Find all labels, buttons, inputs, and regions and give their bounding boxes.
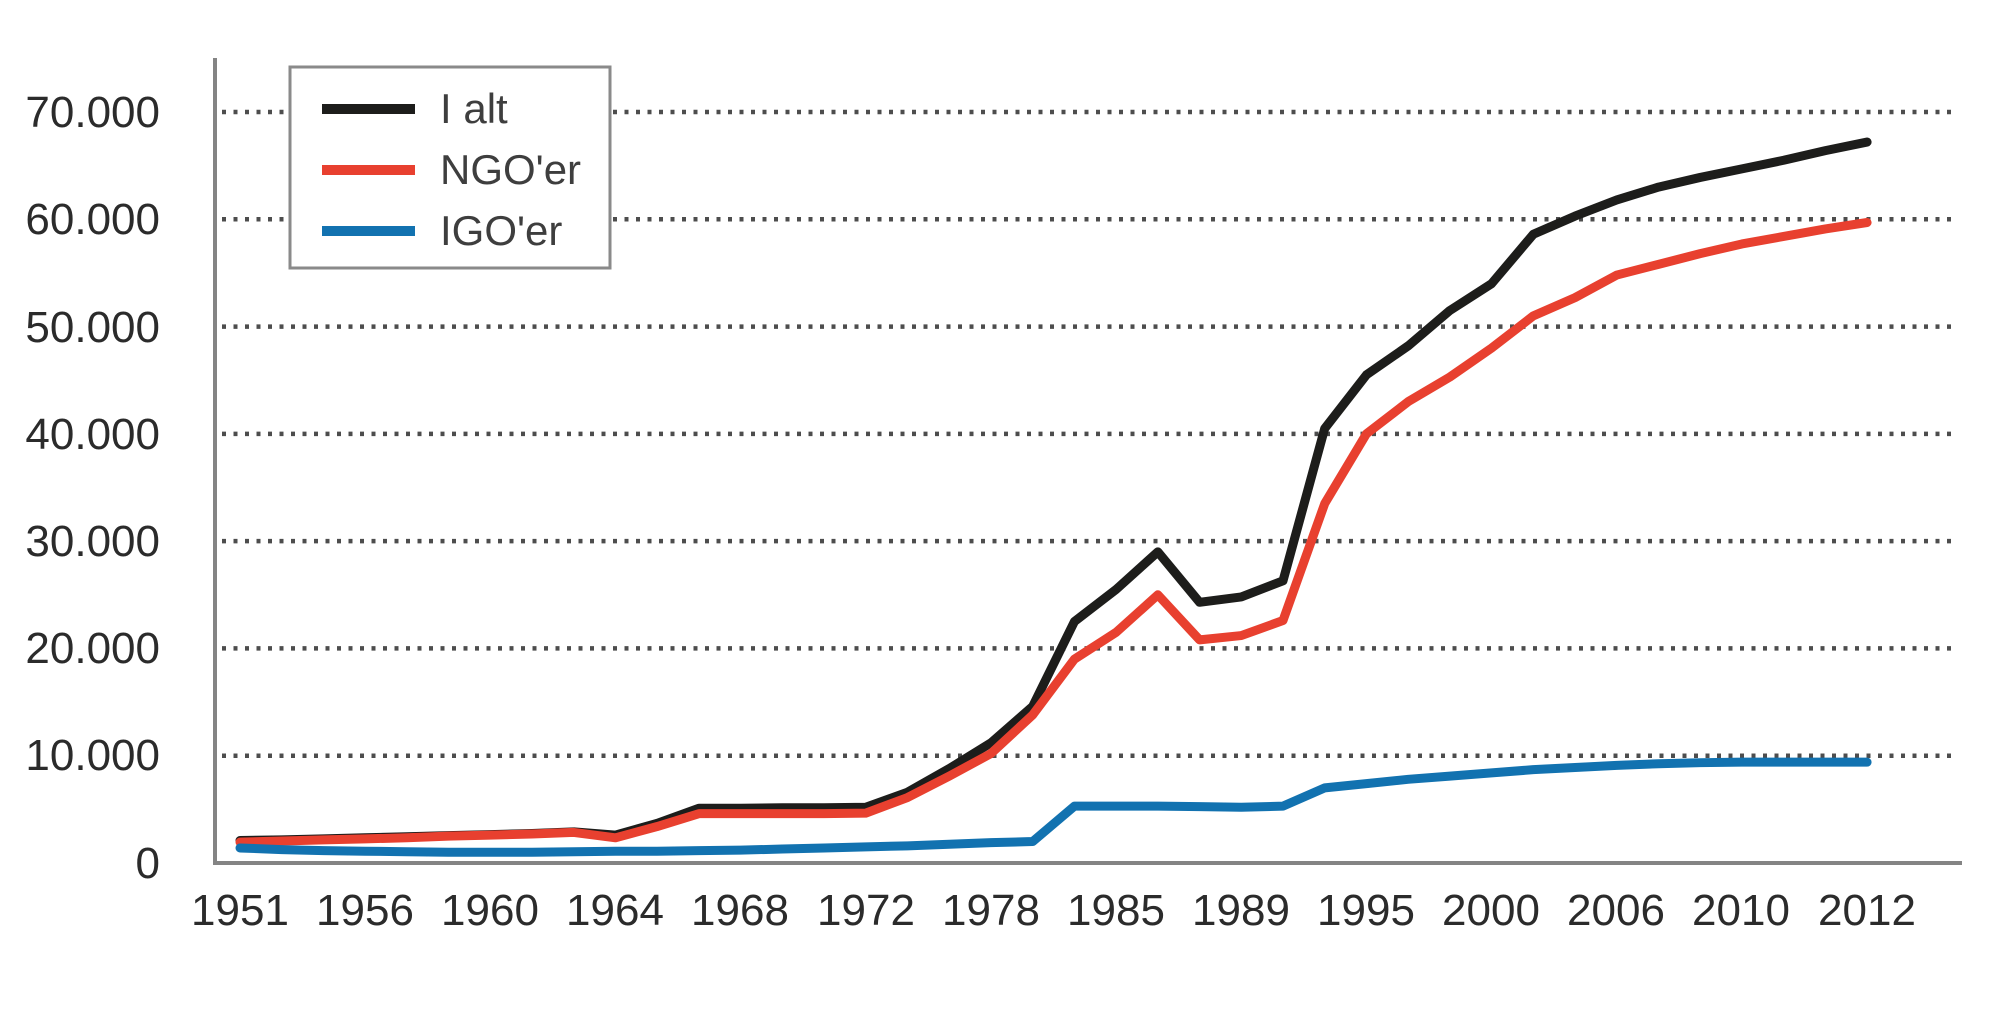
y-tick-label: 50.000 bbox=[25, 303, 160, 352]
x-tick-label: 1995 bbox=[1317, 886, 1415, 935]
legend-label-i-alt: I alt bbox=[440, 85, 508, 132]
y-tick-label: 60.000 bbox=[25, 195, 160, 244]
legend-label-ngoer: NGO'er bbox=[440, 146, 581, 193]
x-tick-label: 2012 bbox=[1818, 886, 1916, 935]
y-tick-label: 40.000 bbox=[25, 410, 160, 459]
x-tick-label: 2010 bbox=[1692, 886, 1790, 935]
x-tick-label: 1972 bbox=[817, 886, 915, 935]
series-line-igo-er bbox=[235, 757, 1872, 857]
x-tick-label: 1968 bbox=[691, 886, 789, 935]
axis-lines bbox=[213, 58, 1962, 865]
legend-label-igoer: IGO'er bbox=[440, 207, 562, 254]
x-tick-label: 1978 bbox=[942, 886, 1040, 935]
y-tick-label: 20.000 bbox=[25, 624, 160, 673]
y-axis-labels: 0 10.000 20.000 30.000 40.000 50.000 60.… bbox=[25, 88, 160, 888]
series-lines bbox=[235, 137, 1872, 857]
y-tick-label: 0 bbox=[136, 839, 160, 888]
x-tick-label: 1951 bbox=[191, 886, 289, 935]
x-tick-label: 1960 bbox=[441, 886, 539, 935]
x-tick-label: 2000 bbox=[1442, 886, 1540, 935]
y-tick-label: 10.000 bbox=[25, 731, 160, 780]
series-line-ngo-er bbox=[235, 218, 1872, 847]
y-tick-label: 30.000 bbox=[25, 517, 160, 566]
x-tick-label: 1985 bbox=[1067, 886, 1165, 935]
x-tick-label: 1989 bbox=[1192, 886, 1290, 935]
legend: I alt NGO'er IGO'er bbox=[288, 65, 612, 270]
x-tick-label: 2006 bbox=[1567, 886, 1665, 935]
x-axis-labels: 1951 1956 1960 1964 1968 1972 1978 1985 … bbox=[191, 886, 1916, 935]
x-tick-label: 1964 bbox=[566, 886, 664, 935]
x-tick-label: 1956 bbox=[316, 886, 414, 935]
y-tick-label: 70.000 bbox=[25, 88, 160, 137]
